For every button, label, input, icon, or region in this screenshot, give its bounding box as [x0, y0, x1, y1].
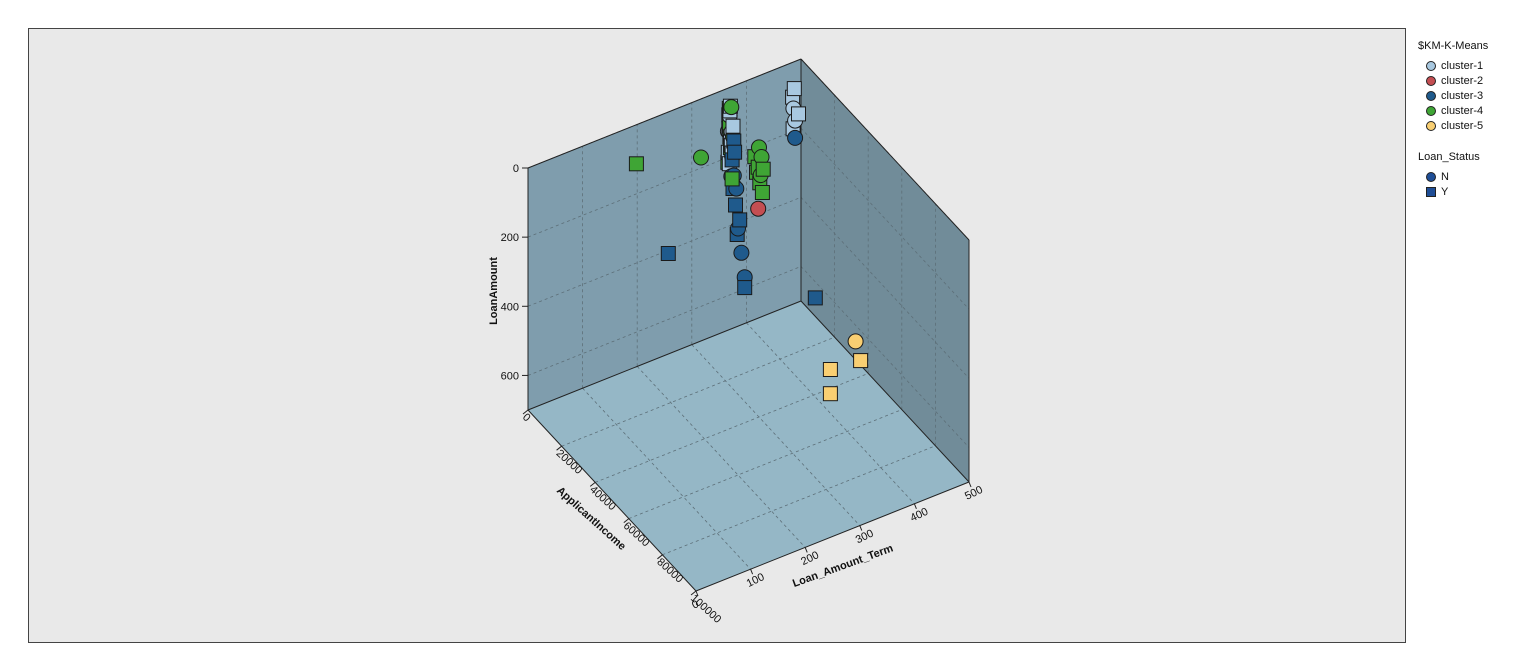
grid-line	[800, 127, 970, 310]
legend-label: cluster-4	[1441, 104, 1484, 117]
y-tick-label: 200	[501, 232, 519, 244]
z-tick-label: 400	[908, 506, 930, 525]
data-point	[728, 197, 743, 213]
grid-line	[582, 387, 751, 570]
grid-line	[746, 322, 915, 505]
y-axis-title: LoanAmount	[488, 257, 500, 325]
legend-swatch	[1426, 171, 1436, 182]
legend-label: cluster-2	[1441, 74, 1484, 87]
data-point	[750, 200, 767, 217]
y-tick-label: 400	[501, 301, 519, 313]
tick-mark	[522, 409, 529, 415]
data-point	[755, 161, 771, 177]
z-tick-label: 200	[799, 549, 821, 568]
tick-mark	[859, 525, 863, 531]
legend-title-status: Loan_Status	[1418, 151, 1480, 163]
data-point	[786, 81, 802, 97]
data-point	[754, 185, 770, 200]
tick-mark	[968, 481, 972, 488]
data-point	[822, 386, 838, 402]
box-edge	[800, 58, 970, 241]
data-point	[807, 290, 823, 306]
data-point	[693, 149, 709, 166]
box-edge	[695, 481, 970, 592]
legend-item-cluster-4: cluster-4	[1418, 103, 1530, 118]
data-point	[847, 333, 864, 350]
grid-line	[800, 266, 970, 448]
tick-mark	[657, 554, 663, 560]
tick-mark	[913, 503, 917, 509]
grid-line	[691, 344, 861, 526]
box-edge	[527, 300, 802, 411]
data-point	[628, 156, 644, 172]
legend-item-cluster-5: cluster-5	[1418, 118, 1530, 133]
legend-swatch	[1426, 75, 1436, 86]
grid-line	[662, 445, 936, 556]
y-tick-label: 0	[513, 163, 519, 175]
legend-swatch	[1426, 120, 1436, 131]
data-point	[723, 99, 740, 116]
grid-line	[595, 373, 869, 483]
legend-label: Y	[1441, 185, 1449, 198]
grid-line	[636, 366, 806, 548]
legend-swatch	[1426, 186, 1436, 197]
legend: $KM-K-Means cluster-1 cluster-2 cluster-3 c…	[1418, 40, 1530, 199]
box-panes	[528, 59, 969, 591]
data-point	[733, 244, 750, 261]
data-point	[732, 212, 748, 228]
z-tick-label: 0	[690, 598, 701, 611]
data-point	[787, 129, 804, 146]
tick-mark	[804, 547, 808, 553]
legend-label: cluster-1	[1441, 59, 1484, 72]
data-point	[727, 144, 743, 160]
tick-mark	[623, 518, 630, 523]
data-point	[737, 280, 753, 296]
box-edge	[800, 300, 970, 483]
legend-clusters: cluster-1 cluster-2 cluster-3 cluster-4 clus…	[1418, 58, 1530, 133]
data-point	[725, 118, 741, 134]
x-tick-label: 0	[520, 411, 533, 424]
chart-3d-scatter: 0200400600020000400006000080000100000010…	[488, 58, 985, 626]
legend-label: N	[1441, 170, 1449, 183]
box-edges	[522, 58, 972, 597]
legend-label: cluster-3	[1441, 89, 1484, 102]
legend-swatch	[1426, 90, 1436, 101]
plot-area: 0 200 400 600 0 20000 40000 60000 80000 100000 0 10…	[28, 28, 1406, 643]
data-point	[724, 171, 740, 187]
legend-swatch	[1426, 60, 1436, 71]
data-point	[853, 353, 869, 369]
grid-line	[800, 197, 970, 379]
box-edge	[527, 58, 802, 169]
grid-line	[527, 266, 802, 376]
tick-mark	[750, 569, 754, 575]
legend-item-cluster-2: cluster-2	[1418, 73, 1530, 88]
data-point	[660, 246, 676, 261]
z-tick-label: 300	[854, 527, 876, 546]
grid-line	[527, 127, 802, 238]
legend-item-cluster-3: cluster-3	[1418, 88, 1530, 103]
z-tick-label: 500	[963, 484, 985, 503]
legend-label: cluster-5	[1441, 119, 1484, 132]
data-point	[822, 362, 838, 377]
box-edge	[527, 409, 697, 592]
grid-line	[561, 336, 835, 447]
legend-item-cluster-1: cluster-1	[1418, 58, 1530, 73]
tick-mark	[556, 445, 562, 451]
grid-line	[628, 409, 902, 519]
legend-item-status-Y: Y	[1418, 184, 1530, 199]
legend-title-clusters: $KM-K-Means	[1418, 40, 1489, 52]
side-pane	[801, 59, 969, 482]
data-points	[628, 81, 869, 402]
tick-mark	[690, 590, 697, 596]
z-tick-label: 100	[745, 571, 767, 590]
floor-pane	[528, 301, 969, 591]
legend-item-status-N: N	[1418, 169, 1530, 184]
tick-mark	[589, 482, 596, 487]
tick-mark	[695, 590, 699, 597]
legend-swatch	[1426, 105, 1436, 116]
data-point	[791, 106, 806, 122]
y-tick-label: 600	[501, 370, 519, 382]
